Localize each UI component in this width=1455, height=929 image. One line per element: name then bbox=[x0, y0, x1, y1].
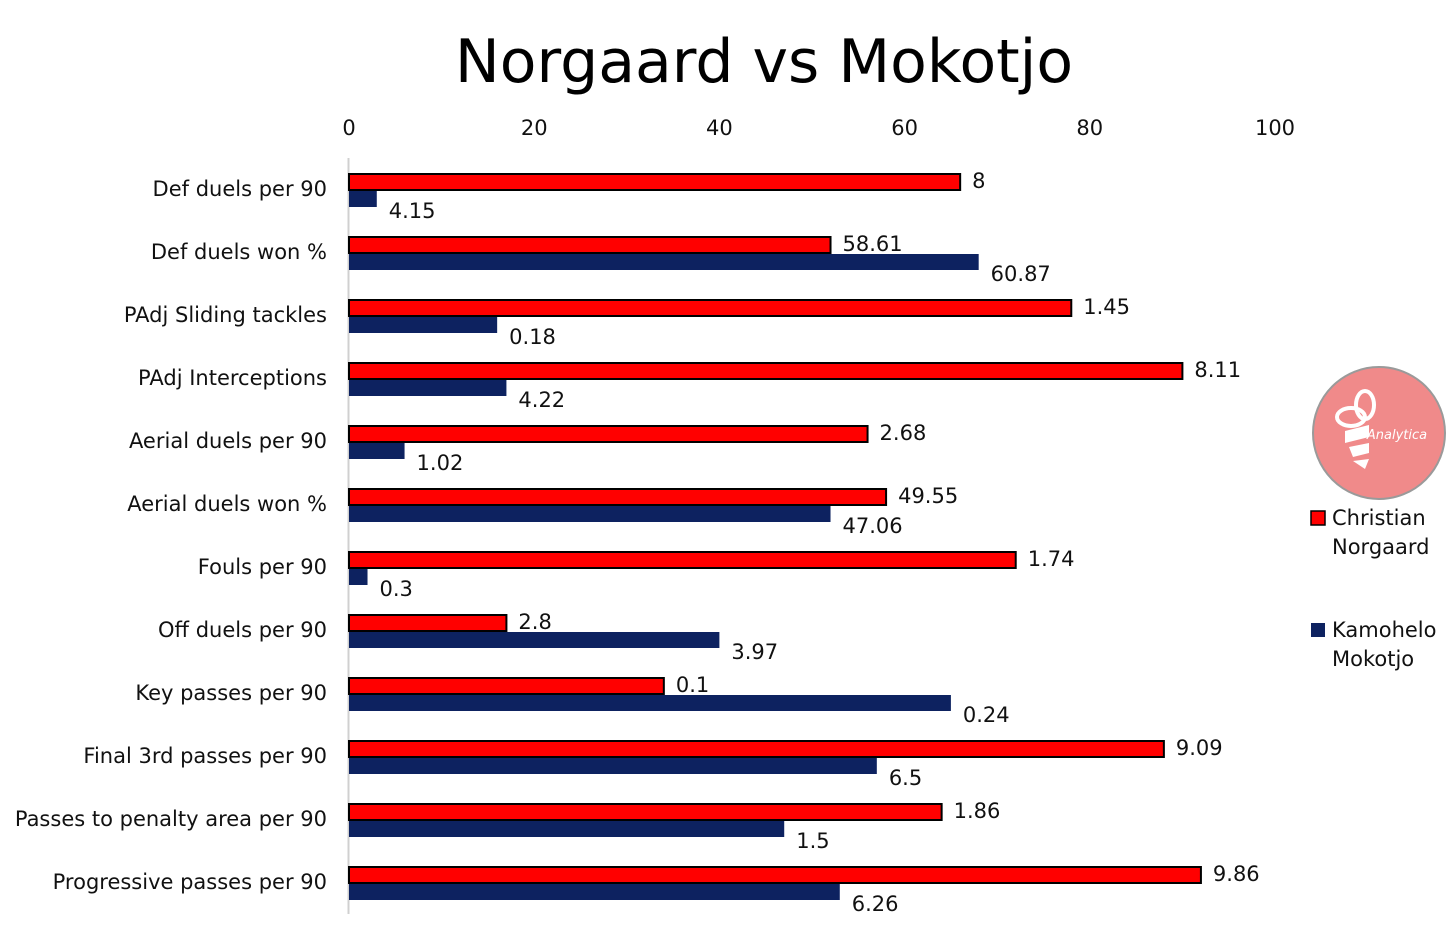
category-label: PAdj Interceptions bbox=[138, 366, 327, 390]
bar-mokotjo bbox=[349, 884, 840, 900]
x-tick-label: 80 bbox=[1076, 116, 1103, 140]
bar-norgaard bbox=[348, 551, 1017, 569]
x-tick-label: 100 bbox=[1255, 116, 1295, 140]
x-axis-ticks: 0 20 40 60 80 100 bbox=[342, 116, 1295, 140]
category-labels: Def duels per 90 Def duels won % PAdj Slid… bbox=[15, 177, 327, 894]
x-tick-label: 40 bbox=[706, 116, 733, 140]
x-tick-label: 0 bbox=[342, 116, 355, 140]
logo-text: Analytica bbox=[1366, 428, 1427, 443]
bar-mokotjo bbox=[349, 758, 877, 774]
x-tick-label: 20 bbox=[521, 116, 548, 140]
data-label-norgaard: 8 bbox=[972, 169, 985, 193]
data-label-norgaard: 1.86 bbox=[954, 799, 1001, 823]
data-label-norgaard: 49.55 bbox=[898, 484, 958, 508]
bee-icon bbox=[1335, 389, 1376, 469]
bar-mokotjo bbox=[349, 443, 405, 459]
legend: Christian Norgaard Kamohelo Mokotjo bbox=[1310, 506, 1437, 671]
category-label: Def duels per 90 bbox=[153, 177, 327, 201]
data-label-norgaard: 1.74 bbox=[1028, 547, 1075, 571]
bar-mokotjo bbox=[349, 695, 951, 711]
category-label: Aerial duels per 90 bbox=[129, 429, 327, 453]
bar-mokotjo bbox=[349, 569, 368, 585]
x-tick-label: 60 bbox=[891, 116, 918, 140]
data-label-mokotjo: 0.18 bbox=[509, 325, 556, 349]
data-labels: 8 4.15 58.61 60.87 1.45 0.18 8.11 4.22 2.68 1.02 4… bbox=[380, 169, 1260, 916]
category-label: Final 3rd passes per 90 bbox=[83, 744, 327, 768]
data-label-mokotjo: 47.06 bbox=[843, 514, 903, 538]
category-label: Passes to penalty area per 90 bbox=[15, 807, 327, 831]
data-label-norgaard: 9.86 bbox=[1213, 862, 1260, 886]
bar-mokotjo bbox=[349, 191, 377, 207]
category-label: Def duels won % bbox=[151, 240, 327, 264]
data-label-norgaard: 2.68 bbox=[880, 421, 927, 445]
bar-mokotjo bbox=[349, 317, 498, 333]
data-label-norgaard: 8.11 bbox=[1194, 358, 1241, 382]
legend-label-mokotjo-line1: Kamohelo bbox=[1332, 618, 1437, 642]
data-label-norgaard: 58.61 bbox=[843, 232, 903, 256]
bar-mokotjo bbox=[349, 632, 720, 648]
data-label-mokotjo: 1.02 bbox=[417, 451, 464, 475]
category-label: Aerial duels won % bbox=[127, 492, 327, 516]
category-label: PAdj Sliding tackles bbox=[124, 303, 327, 327]
legend-swatch-mokotjo bbox=[1311, 623, 1325, 637]
legend-label-norgaard-line1: Christian bbox=[1332, 506, 1426, 530]
data-label-mokotjo: 6.26 bbox=[852, 892, 899, 916]
logo-circle bbox=[1312, 366, 1446, 500]
bar-mokotjo bbox=[349, 506, 831, 522]
bar-norgaard bbox=[348, 425, 869, 443]
data-label-mokotjo: 0.3 bbox=[380, 577, 413, 601]
bar-mokotjo bbox=[349, 821, 785, 837]
bar-mokotjo bbox=[349, 380, 507, 396]
category-label: Fouls per 90 bbox=[198, 555, 327, 579]
category-label: Progressive passes per 90 bbox=[53, 870, 327, 894]
bar-norgaard bbox=[348, 677, 665, 695]
bars bbox=[348, 173, 1202, 900]
bar-norgaard bbox=[348, 362, 1184, 380]
bar-norgaard bbox=[348, 740, 1165, 758]
data-label-mokotjo: 3.97 bbox=[731, 640, 778, 664]
data-label-norgaard: 2.8 bbox=[518, 610, 551, 634]
category-label: Off duels per 90 bbox=[158, 618, 327, 642]
legend-item-norgaard: Christian Norgaard bbox=[1310, 506, 1429, 559]
chart-title: Norgaard vs Mokotjo bbox=[455, 27, 1073, 97]
bar-norgaard bbox=[348, 299, 1073, 317]
bar-norgaard bbox=[348, 803, 943, 821]
data-label-norgaard: 9.09 bbox=[1176, 736, 1223, 760]
legend-label-mokotjo-line2: Mokotjo bbox=[1332, 647, 1414, 671]
legend-swatch-norgaard bbox=[1310, 510, 1326, 526]
bar-norgaard bbox=[348, 488, 888, 506]
data-label-mokotjo: 4.22 bbox=[518, 388, 565, 412]
bar-norgaard bbox=[348, 614, 508, 632]
category-label: Key passes per 90 bbox=[135, 681, 327, 705]
legend-label-norgaard-line2: Norgaard bbox=[1332, 535, 1429, 559]
bar-norgaard bbox=[348, 173, 962, 191]
data-label-mokotjo: 6.5 bbox=[889, 766, 922, 790]
analytica-logo: Analytica bbox=[1312, 366, 1446, 500]
data-label-mokotjo: 0.24 bbox=[963, 703, 1010, 727]
data-label-mokotjo: 1.5 bbox=[796, 829, 829, 853]
bar-norgaard bbox=[348, 236, 832, 254]
data-label-norgaard: 0.1 bbox=[676, 673, 709, 697]
data-label-mokotjo: 4.15 bbox=[389, 199, 436, 223]
legend-item-mokotjo: Kamohelo Mokotjo bbox=[1311, 618, 1437, 671]
data-label-mokotjo: 60.87 bbox=[991, 262, 1051, 286]
data-label-norgaard: 1.45 bbox=[1083, 295, 1130, 319]
bar-mokotjo bbox=[349, 254, 979, 270]
bar-norgaard bbox=[348, 866, 1202, 884]
